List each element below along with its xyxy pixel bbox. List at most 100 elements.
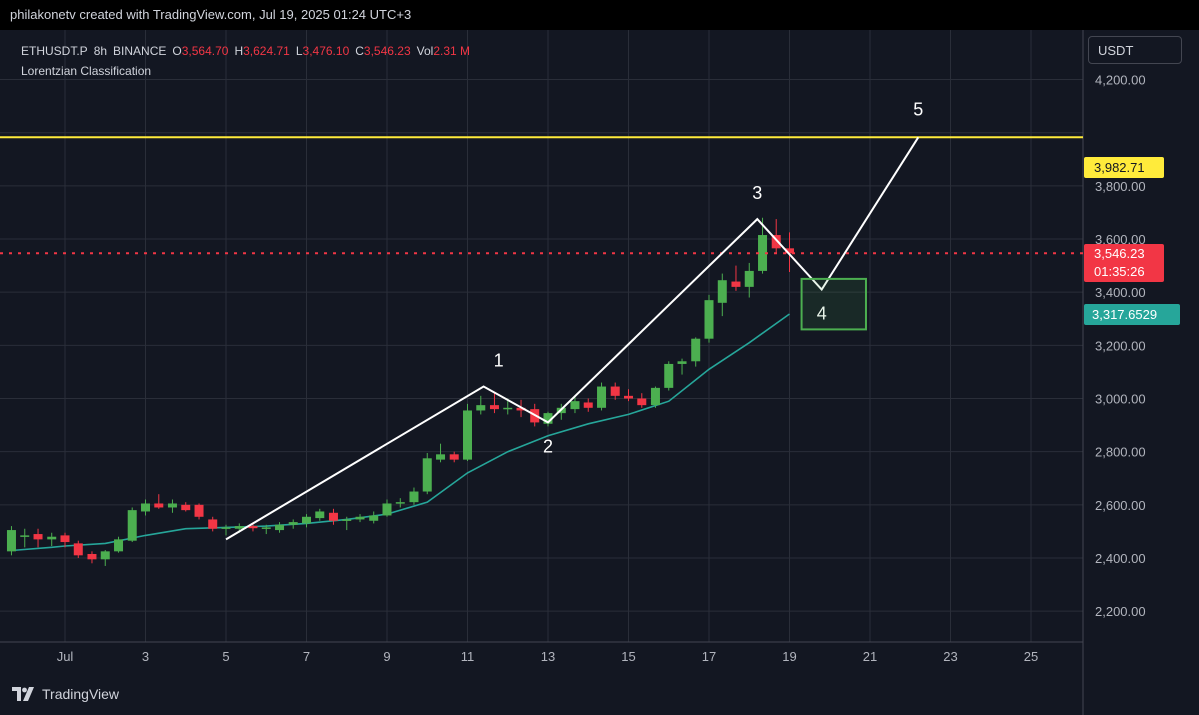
candle-up: [409, 487, 419, 505]
last-price-value: 3,546.23: [1094, 246, 1145, 261]
candle-down: [771, 219, 781, 254]
candle-body: [758, 235, 768, 271]
close-value: 3,546.23: [363, 44, 411, 58]
price-chart[interactable]: Jul 3 5 7 9 11 13 15 17 19 21 23 25 2,200.002,400.00…: [0, 30, 1199, 715]
wave4-box-rect: [800, 277, 867, 331]
candle-down: [154, 494, 164, 509]
elliott-wave[interactable]: 1 2 3 4 5: [225, 99, 923, 541]
candle-up: [6, 526, 16, 556]
candle-up: [141, 499, 150, 516]
candle-down: [60, 532, 70, 548]
candle-body: [141, 503, 150, 512]
candle-down: [785, 232, 794, 272]
candle-up: [275, 522, 285, 533]
vol-key: Vol: [416, 44, 434, 58]
candles: [6, 217, 794, 566]
candle-up: [570, 395, 580, 414]
x-tick-label: 23: [943, 649, 957, 664]
x-tick-label: 17: [702, 649, 716, 664]
candle-body: [449, 454, 459, 460]
interval: 8h: [93, 44, 108, 58]
y-tick-label: 2,600.00: [1095, 498, 1146, 513]
candle-body: [275, 524, 285, 531]
candle-body: [154, 503, 164, 508]
candle-body: [610, 386, 620, 396]
candle-body: [194, 504, 204, 517]
high-value: 3,624.71: [243, 44, 290, 58]
candle-body: [181, 504, 191, 511]
tradingview-brand: TradingView: [12, 686, 119, 702]
candle-down: [248, 523, 258, 532]
candle-body: [717, 280, 727, 303]
candle-up: [369, 511, 379, 524]
candle-body: [650, 387, 660, 406]
candle-body: [20, 535, 30, 537]
candle-body: [167, 503, 177, 508]
candle-up: [422, 452, 432, 495]
candle-down: [449, 451, 459, 463]
open-key: O: [172, 44, 182, 58]
wave-label-5: 5: [913, 99, 923, 119]
candle-body: [677, 361, 687, 364]
candle-body: [87, 553, 97, 560]
y-tick-label: 4,200.00: [1095, 73, 1146, 88]
candle-body: [261, 527, 271, 529]
candle-body: [463, 410, 472, 460]
candle-up: [100, 550, 110, 566]
candle-body: [624, 395, 633, 399]
x-tick-label: 5: [222, 649, 229, 664]
candle-up: [288, 519, 298, 529]
candle-body: [127, 510, 137, 541]
open-value: 3,564.70: [181, 44, 229, 58]
wave-label-4: 4: [817, 304, 827, 324]
candle-body: [248, 526, 258, 529]
wave4-target-box[interactable]: [800, 277, 867, 331]
y-tick-label: 2,200.00: [1095, 604, 1146, 619]
wave-label-1: 1: [494, 351, 504, 371]
candle-body: [395, 502, 405, 504]
wave-label-2: 2: [543, 436, 553, 456]
candle-up: [355, 514, 365, 523]
tradingview-logo-icon: [12, 687, 34, 701]
currency-button[interactable]: USDT: [1088, 36, 1182, 64]
candle-body: [691, 338, 701, 362]
candle-up: [503, 398, 513, 415]
wave-path: [225, 136, 920, 541]
candle-up: [744, 262, 754, 298]
candle-up: [20, 528, 30, 548]
candle-down: [731, 265, 741, 291]
candle-body: [637, 398, 647, 406]
x-tick-label: 7: [303, 649, 310, 664]
indicator-name[interactable]: Lorentzian Classification: [21, 64, 152, 78]
low-key: L: [295, 44, 303, 58]
candle-up: [342, 516, 352, 531]
candle-up: [677, 358, 687, 375]
y-tick-label: 3,600.00: [1095, 232, 1146, 247]
x-tick-label: 19: [782, 649, 796, 664]
candle-body: [785, 248, 794, 254]
candle-body: [221, 527, 231, 529]
candle-up: [476, 395, 486, 415]
candle-body: [744, 270, 754, 287]
x-tick-label: 3: [142, 649, 149, 664]
candle-up: [650, 386, 660, 408]
candle-body: [234, 526, 244, 529]
candle-up: [302, 514, 311, 528]
candle-down: [624, 389, 633, 402]
candle-body: [208, 519, 218, 529]
candle-up: [395, 498, 405, 508]
candle-up: [543, 411, 553, 427]
legend: ETHUSDT.P 8h BINANCE O3,564.70 H3,624.71 L3,4…: [21, 41, 476, 81]
y-tick-label: 2,400.00: [1095, 551, 1146, 566]
chart-frame: Jul 3 5 7 9 11 13 15 17 19 21 23 25 2,200.00 2,400.00…: [0, 30, 1199, 715]
x-tick-label: 13: [541, 649, 555, 664]
candle-up: [717, 273, 727, 317]
candle-down: [87, 551, 97, 564]
ma-price-tag: 3,317.6529: [1084, 304, 1180, 325]
candle-up: [463, 403, 472, 461]
candle-up: [127, 507, 137, 543]
symbol[interactable]: ETHUSDT.P: [21, 44, 88, 58]
candle-body: [503, 407, 513, 410]
candle-body: [597, 386, 607, 408]
candle-up: [597, 382, 607, 411]
